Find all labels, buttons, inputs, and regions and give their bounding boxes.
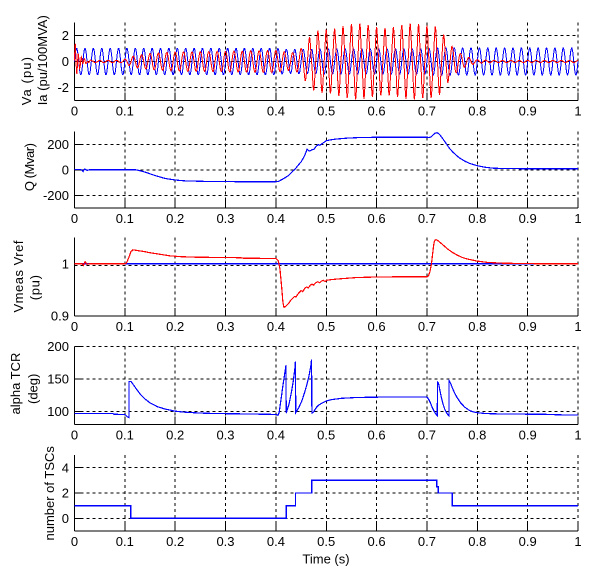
svg-text:-2: -2 — [57, 80, 69, 95]
svg-text:0.3: 0.3 — [216, 319, 234, 334]
svg-text:0.3: 0.3 — [216, 211, 234, 226]
svg-text:0.1: 0.1 — [116, 104, 134, 119]
svg-text:0.6: 0.6 — [368, 104, 386, 119]
svg-text:0.7: 0.7 — [418, 319, 436, 334]
svg-text:0.1: 0.1 — [116, 427, 134, 442]
svg-text:0.9: 0.9 — [51, 309, 69, 324]
svg-text:200: 200 — [47, 137, 69, 152]
svg-text:2: 2 — [62, 28, 69, 43]
svg-text:0.4: 0.4 — [267, 319, 285, 334]
svg-text:1: 1 — [574, 427, 581, 442]
svg-text:(deg): (deg) — [26, 374, 41, 404]
svg-text:0.2: 0.2 — [166, 104, 184, 119]
svg-text:0.1: 0.1 — [116, 319, 134, 334]
svg-text:0.2: 0.2 — [166, 534, 184, 549]
svg-text:1: 1 — [574, 319, 581, 334]
svg-text:0: 0 — [71, 427, 78, 442]
svg-text:0.7: 0.7 — [418, 211, 436, 226]
svg-text:0.9: 0.9 — [519, 427, 537, 442]
svg-text:-200: -200 — [43, 188, 69, 203]
svg-text:0.3: 0.3 — [216, 427, 234, 442]
svg-text:0.7: 0.7 — [418, 534, 436, 549]
svg-text:100: 100 — [47, 404, 69, 419]
svg-text:0.5: 0.5 — [317, 211, 335, 226]
svg-text:0.1: 0.1 — [116, 534, 134, 549]
svg-text:4: 4 — [62, 460, 69, 475]
svg-text:0: 0 — [71, 211, 78, 226]
svg-text:0.2: 0.2 — [166, 319, 184, 334]
svg-text:0.5: 0.5 — [317, 427, 335, 442]
svg-text:(pu): (pu) — [28, 274, 43, 300]
svg-text:0.5: 0.5 — [317, 319, 335, 334]
svg-text:0.6: 0.6 — [368, 211, 386, 226]
svg-text:1: 1 — [62, 256, 69, 271]
svg-text:0.4: 0.4 — [267, 211, 285, 226]
svg-text:0.8: 0.8 — [468, 534, 486, 549]
svg-text:0.2: 0.2 — [166, 427, 184, 442]
svg-text:0.9: 0.9 — [519, 104, 537, 119]
svg-text:0.7: 0.7 — [418, 427, 436, 442]
svg-text:0.2: 0.2 — [166, 211, 184, 226]
svg-text:0: 0 — [71, 534, 78, 549]
svg-text:0.5: 0.5 — [317, 104, 335, 119]
svg-text:0: 0 — [62, 162, 69, 177]
svg-text:0.6: 0.6 — [368, 534, 386, 549]
svg-text:1: 1 — [574, 534, 581, 549]
svg-text:0: 0 — [71, 104, 78, 119]
svg-text:0.7: 0.7 — [418, 104, 436, 119]
svg-text:Vmeas Vref: Vmeas Vref — [11, 240, 26, 312]
svg-text:Time (s): Time (s) — [302, 552, 349, 567]
svg-text:0.3: 0.3 — [216, 534, 234, 549]
svg-text:alpha TCR: alpha TCR — [8, 353, 23, 415]
svg-text:0: 0 — [62, 511, 69, 526]
svg-text:0.4: 0.4 — [267, 104, 285, 119]
svg-text:Va (pu): Va (pu) — [19, 56, 34, 105]
svg-text:2: 2 — [62, 486, 69, 501]
svg-text:0.6: 0.6 — [368, 427, 386, 442]
svg-text:Ia (pu/100MVA): Ia (pu/100MVA) — [35, 15, 50, 105]
svg-text:0.9: 0.9 — [519, 211, 537, 226]
svg-text:0.9: 0.9 — [519, 534, 537, 549]
svg-text:0.8: 0.8 — [468, 211, 486, 226]
svg-text:0.4: 0.4 — [267, 534, 285, 549]
svg-text:0.6: 0.6 — [368, 319, 386, 334]
svg-text:Q (Mvar): Q (Mvar) — [22, 143, 37, 191]
svg-text:0.9: 0.9 — [519, 319, 537, 334]
svg-text:0.1: 0.1 — [116, 211, 134, 226]
svg-text:number of TSCs: number of TSCs — [42, 446, 57, 541]
svg-text:200: 200 — [47, 339, 69, 354]
svg-text:1: 1 — [574, 211, 581, 226]
svg-text:0.4: 0.4 — [267, 427, 285, 442]
svg-text:0: 0 — [62, 54, 69, 69]
svg-text:0.8: 0.8 — [468, 104, 486, 119]
svg-text:1: 1 — [574, 104, 581, 119]
svg-text:0.5: 0.5 — [317, 534, 335, 549]
svg-text:0.8: 0.8 — [468, 427, 486, 442]
svg-text:0.3: 0.3 — [216, 104, 234, 119]
svg-text:0: 0 — [71, 319, 78, 334]
svg-text:0.8: 0.8 — [468, 319, 486, 334]
svg-text:150: 150 — [47, 372, 69, 387]
